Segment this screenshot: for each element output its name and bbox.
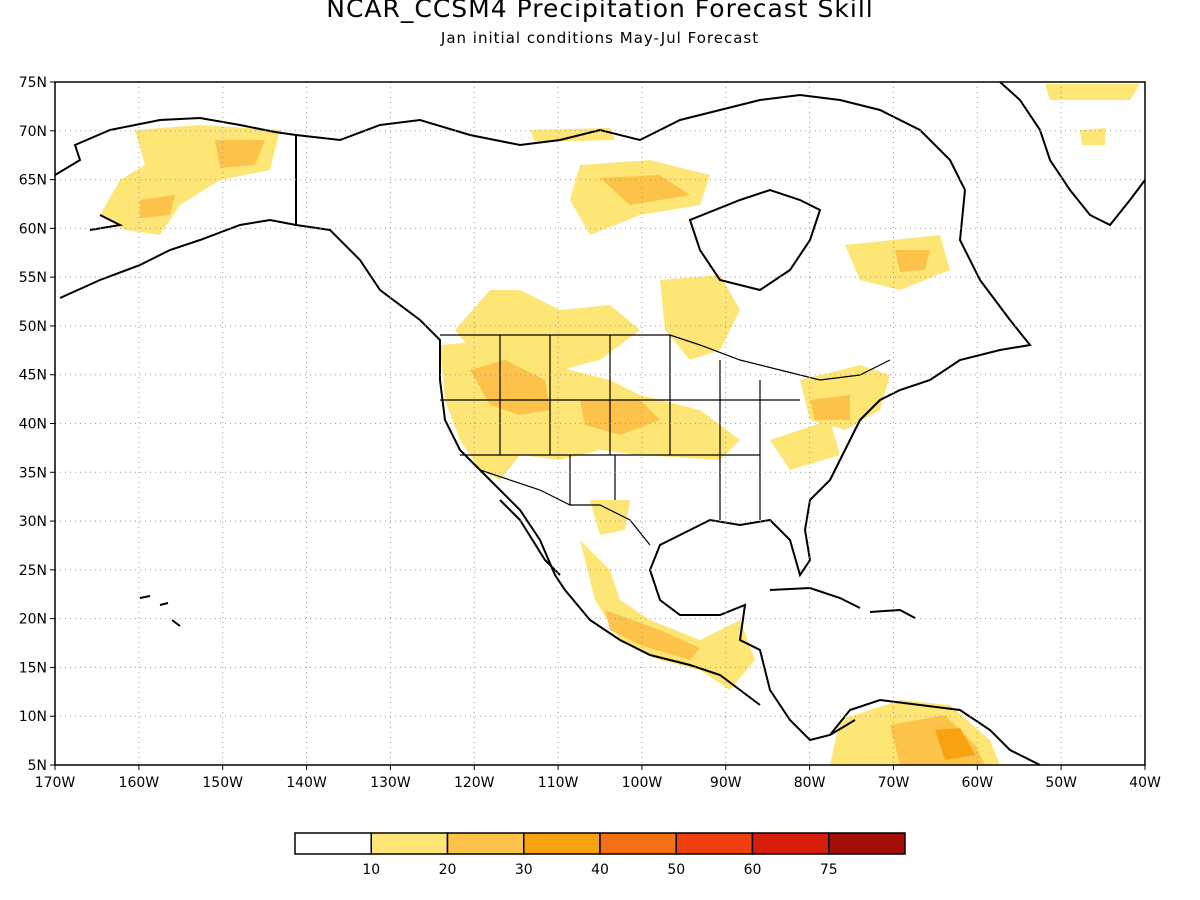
latitude-labels: 75N 70N 65N 60N 55N 50N 45N 40N 35N 30N 25N 20N 15N 1… — [19, 75, 47, 774]
lat-tick-label: 55N — [19, 270, 47, 286]
lat-tick-label: 10N — [19, 709, 47, 725]
legend-label: 75 — [820, 862, 838, 878]
legend-swatch — [370, 832, 449, 855]
coast-east — [689, 189, 1032, 578]
map-subtitle: Jan initial conditions May-Jul Forecast — [440, 29, 760, 47]
lon-tick-label: 130W — [370, 775, 411, 791]
legend-swatch — [523, 832, 601, 855]
lat-tick-label: 65N — [19, 173, 47, 189]
legend-swatch — [294, 832, 372, 855]
coast-hawaii — [139, 595, 181, 627]
legend-label: 20 — [439, 862, 457, 878]
lon-tick-label: 160W — [119, 775, 160, 791]
shade-greenland — [1045, 84, 1140, 145]
lon-tick-label: 40W — [1129, 775, 1161, 791]
lon-tick-label: 80W — [794, 775, 826, 791]
lon-tick-label: 170W — [35, 775, 76, 791]
shade-labrador-core — [895, 250, 930, 272]
shade-mexico-core — [605, 610, 700, 660]
lat-tick-label: 35N — [19, 465, 47, 481]
lat-tick-label: 60N — [19, 221, 47, 237]
map-title: NCAR_CCSM4 Precipitation Forecast Skill — [326, 0, 874, 23]
lat-tick-label: 30N — [19, 514, 47, 530]
legend-swatch — [446, 832, 525, 855]
legend-label: 60 — [744, 862, 762, 878]
legend-label: 50 — [667, 862, 685, 878]
axis-ticks — [50, 81, 1146, 770]
lon-tick-label: 90W — [710, 775, 742, 791]
shade-venezuela-peak — [935, 728, 975, 760]
legend-swatch — [751, 832, 830, 855]
border-us-mexico — [479, 469, 651, 546]
skill-shading — [100, 84, 1140, 765]
political-borders — [440, 334, 891, 546]
shade-west-us-core — [470, 360, 660, 435]
coast-west — [379, 289, 566, 591]
shade-labrador — [845, 235, 950, 290]
lon-tick-label: 150W — [202, 775, 243, 791]
coastlines — [55, 82, 1145, 765]
lat-tick-label: 75N — [19, 75, 47, 91]
shade-virginia — [770, 420, 840, 470]
shade-texas — [590, 500, 630, 535]
shade-great-lakes — [660, 275, 740, 360]
lat-tick-label: 40N — [19, 417, 47, 433]
legend-swatch — [828, 832, 906, 855]
shade-hudson-north-core — [600, 175, 690, 205]
coast-south-america — [829, 698, 1041, 765]
gridlines — [55, 82, 1145, 765]
coast-greenland — [999, 82, 1145, 227]
lat-tick-label: 45N — [19, 368, 47, 384]
lat-tick-label: 50N — [19, 319, 47, 335]
legend-swatch — [599, 832, 677, 855]
legend-label: 30 — [515, 862, 533, 878]
legend-label: 40 — [591, 862, 609, 878]
coast-alaska — [55, 116, 381, 299]
shade-mexico — [580, 540, 755, 690]
coast-arctic — [295, 93, 966, 191]
lon-tick-label: 70W — [878, 775, 910, 791]
color-legend: 10 20 30 40 50 60 75 — [294, 832, 906, 878]
lat-tick-label: 25N — [19, 563, 47, 579]
coast-cuba — [769, 586, 861, 609]
legend-swatch — [675, 832, 754, 855]
lon-tick-label: 140W — [286, 775, 327, 791]
lat-tick-label: 20N — [19, 612, 47, 628]
lon-tick-label: 100W — [622, 775, 663, 791]
lon-tick-label: 110W — [538, 775, 579, 791]
shade-alaska-core — [140, 140, 265, 218]
lon-tick-label: 120W — [454, 775, 495, 791]
lon-tick-label: 60W — [961, 775, 993, 791]
state-lines — [440, 335, 800, 520]
coast-hispaniola — [869, 608, 916, 619]
longitude-labels: 170W 160W 150W 140W 130W 120W 110W 100W 90W 80W 70… — [35, 775, 1161, 791]
lon-tick-label: 50W — [1045, 775, 1077, 791]
lat-tick-label: 70N — [19, 124, 47, 140]
border-us-canada — [440, 334, 891, 381]
lat-tick-label: 5N — [28, 758, 47, 774]
coast-hudson-bay — [688, 188, 822, 292]
coast-gulf — [564, 529, 856, 742]
shade-northeast-core — [810, 395, 850, 420]
legend-label: 10 — [362, 862, 380, 878]
lat-tick-label: 15N — [19, 660, 47, 676]
